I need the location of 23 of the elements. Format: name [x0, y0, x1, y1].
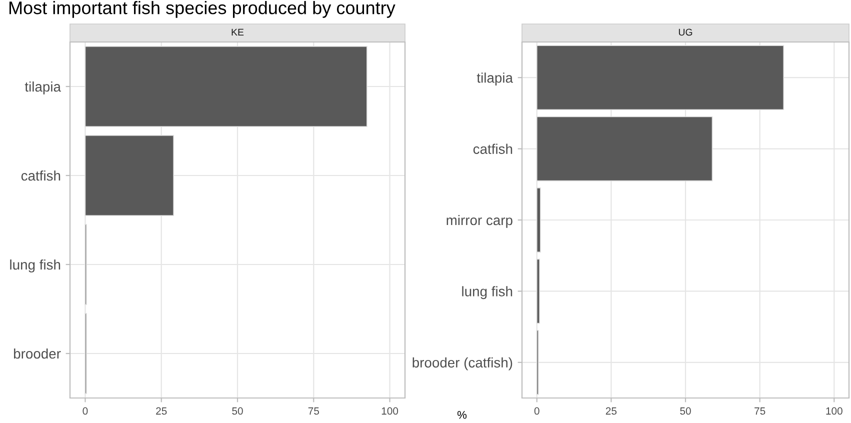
x-tick-label: 0 — [534, 407, 540, 415]
x-tick-label: 25 — [606, 407, 617, 415]
x-tick-label: 0 — [82, 407, 88, 415]
y-tick-label: catfish — [473, 144, 512, 154]
x-tick-label: 75 — [754, 407, 766, 415]
y-tick-label: brooder (catfish) — [412, 357, 512, 370]
chart-subtitle: UG — [678, 28, 692, 36]
x-tick-label: 25 — [156, 407, 167, 415]
x-tick-label: 75 — [308, 407, 319, 415]
y-tick-label: tilapia — [24, 81, 61, 94]
x-tick-label: 50 — [232, 407, 243, 415]
chart-title: Most important fish species produced by country — [9, 1, 396, 18]
x-tick-label: 100 — [826, 407, 842, 415]
x-tick-label: 50 — [680, 407, 691, 415]
y-tick-label: tilapia — [476, 72, 513, 86]
y-tick-label: lung fish — [462, 286, 512, 300]
y-tick-label: mirror carp — [446, 214, 512, 228]
y-tick-label: catfish — [21, 170, 60, 181]
y-tick-label: brooder — [14, 348, 61, 359]
y-tick-label: lung fish — [10, 259, 60, 272]
chart-subtitle: KE — [232, 28, 244, 36]
x-axis-title: % — [457, 410, 467, 419]
x-tick-label: 100 — [382, 407, 398, 415]
